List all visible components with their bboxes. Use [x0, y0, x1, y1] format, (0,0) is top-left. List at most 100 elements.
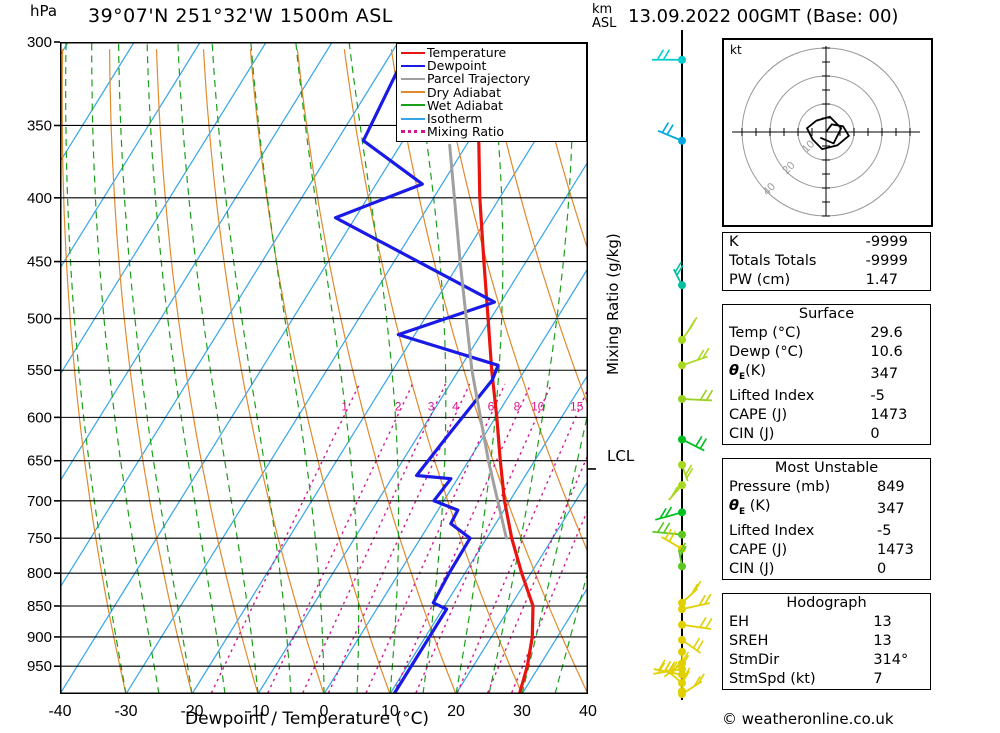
stat-value: 347 [870, 365, 899, 382]
stat-row: θE (K) 347 [723, 497, 930, 522]
svg-text:10: 10 [531, 400, 545, 414]
stat-row: CIN (J) 0 [723, 560, 930, 579]
wind-barb-column [652, 30, 714, 700]
stat-row: CAPE (J) 1473 [723, 541, 930, 560]
legend-label: Dry Adiabat [427, 84, 502, 100]
temperature-tick-label: 20 [447, 703, 465, 720]
date-title: 13.09.2022 00GMT (Base: 00) [628, 6, 899, 27]
stat-row: CIN (J) 0 [723, 425, 930, 444]
panel-title-row: Most Unstable [723, 459, 930, 478]
stat-label: Lifted Index [729, 387, 815, 404]
legend-item: Dewpoint [401, 59, 530, 72]
stat-label: CIN (J) [729, 560, 775, 577]
stat-label: θE (K) [729, 498, 771, 517]
hodograph[interactable]: kt 10 20 40 [722, 38, 933, 227]
temperature-tick-label: 10 [381, 703, 399, 720]
pressure-tick-label: 900 [27, 629, 52, 646]
pressure-tick-label: 300 [27, 34, 52, 51]
temperature-tick-label: -30 [114, 703, 137, 720]
skewt-plot[interactable]: 12346810152025 [60, 42, 588, 694]
legend-label: Temperature [427, 45, 507, 60]
stat-value: 10.6 [870, 344, 903, 360]
legend-item: Temperature [401, 46, 530, 59]
stat-value: -9999 [865, 234, 908, 250]
stat-value: 347 [876, 500, 905, 517]
pressure-tick-label: 450 [27, 254, 52, 271]
temperature-tick-label: 40 [579, 703, 597, 720]
stat-value: 13 [873, 633, 892, 649]
pressure-tick-label: 950 [27, 658, 52, 675]
svg-text:4: 4 [452, 400, 459, 414]
legend-item: Wet Adiabat [401, 99, 530, 112]
legend-label: Wet Adiabat [427, 97, 504, 113]
stat-value: -9999 [865, 253, 908, 269]
pressure-tick-label: 800 [27, 565, 52, 582]
most-unstable-panel: Most Unstable Pressure (mb) 849 θE (K) 347 Li… [722, 458, 931, 580]
legend-label: Parcel Trajectory [427, 71, 531, 87]
stat-row: StmDir 314° [723, 651, 930, 670]
svg-text:1: 1 [341, 400, 348, 414]
stat-value: 849 [876, 479, 905, 495]
stat-value: -5 [870, 387, 885, 404]
legend-label: Isotherm [427, 111, 483, 127]
pressure-tick-label: 650 [27, 453, 52, 470]
stat-row: StmSpd (kt) 7 [723, 670, 930, 689]
stat-row: EH 13 [723, 613, 930, 632]
copyright-notice: © weatheronline.co.uk [722, 710, 894, 728]
stat-value: 1.47 [865, 272, 898, 288]
svg-text:3: 3 [428, 400, 435, 414]
stat-row: θE(K) 347 [723, 362, 930, 387]
legend-label: Dewpoint [427, 58, 487, 74]
svg-text:2: 2 [395, 400, 402, 414]
stat-label: Dewp (°C) [729, 344, 804, 360]
panel-title-row: Hodograph [723, 594, 930, 613]
stat-label: EH [729, 614, 750, 630]
stat-row: Dewp (°C) 10.6 [723, 343, 930, 362]
svg-text:6: 6 [488, 400, 495, 414]
stat-label: CIN (J) [729, 425, 775, 442]
stat-value: 1473 [876, 541, 914, 558]
svg-text:8: 8 [514, 400, 521, 414]
pressure-tick-label: 600 [27, 409, 52, 426]
stat-row: K -9999 [723, 233, 930, 252]
hodograph-stats-panel: Hodograph EH 13 SREH 13 StmDir 314° StmSpd (kt)… [722, 593, 931, 690]
pressure-tick-label: 750 [27, 530, 52, 547]
pressure-tick-label: 500 [27, 311, 52, 328]
stat-label: θE(K) [729, 363, 766, 382]
station-title: 39°07'N 251°32'W 1500m ASL [88, 5, 393, 27]
stat-label: PW (cm) [729, 272, 791, 288]
stat-value: 29.6 [870, 325, 903, 341]
pressure-tick-label: 550 [27, 362, 52, 379]
legend-swatch [401, 72, 427, 85]
temperature-tick-label: -10 [246, 703, 269, 720]
legend-swatch [401, 112, 427, 125]
indices-panel: K -9999 Totals Totals -9999 PW (cm) 1.47 [722, 232, 931, 291]
svg-text:15: 15 [570, 400, 584, 414]
stat-label: Temp (°C) [729, 325, 801, 341]
stat-value: 13 [873, 614, 892, 630]
stat-label: Pressure (mb) [729, 479, 831, 495]
stat-value: -5 [876, 522, 892, 539]
legend-swatch [401, 125, 427, 138]
stat-row: Lifted Index -5 [723, 387, 930, 406]
surface-panel: Surface Temp (°C) 29.6 Dewp (°C) 10.6 θE(K) 34… [722, 304, 931, 445]
legend-item: Mixing Ratio [401, 125, 530, 138]
panel-title: Hodograph [786, 595, 867, 611]
stat-label: StmSpd (kt) [729, 671, 816, 687]
pressure-unit-label: hPa [30, 2, 58, 20]
lcl-label: LCL [607, 447, 635, 465]
stat-label: Lifted Index [729, 522, 815, 539]
legend-swatch [401, 46, 427, 59]
stat-value: 0 [876, 560, 887, 577]
pressure-tick-label: 400 [27, 190, 52, 207]
stat-row: SREH 13 [723, 632, 930, 651]
temperature-tick-label: -20 [180, 703, 203, 720]
stat-row: PW (cm) 1.47 [723, 271, 930, 290]
legend-swatch [401, 59, 427, 72]
legend-label: Mixing Ratio [427, 124, 505, 140]
panel-title-row: Surface [723, 305, 930, 324]
panel-title: Surface [798, 306, 855, 322]
stat-label: CAPE (J) [729, 541, 788, 558]
stat-row: Temp (°C) 29.6 [723, 324, 930, 343]
